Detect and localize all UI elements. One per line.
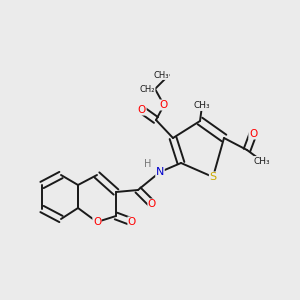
Text: N: N — [156, 167, 164, 177]
Text: O: O — [93, 217, 101, 227]
Text: S: S — [209, 172, 217, 182]
Text: CH₃: CH₃ — [194, 101, 210, 110]
Text: O: O — [128, 217, 136, 227]
Text: O: O — [138, 105, 146, 115]
Text: CH₂: CH₂ — [140, 85, 155, 94]
Text: O: O — [148, 199, 156, 209]
Text: CH₃: CH₃ — [154, 70, 169, 80]
Text: O: O — [249, 129, 257, 139]
Text: O: O — [160, 100, 168, 110]
Text: H: H — [144, 159, 152, 169]
Text: CH₃: CH₃ — [254, 157, 270, 166]
